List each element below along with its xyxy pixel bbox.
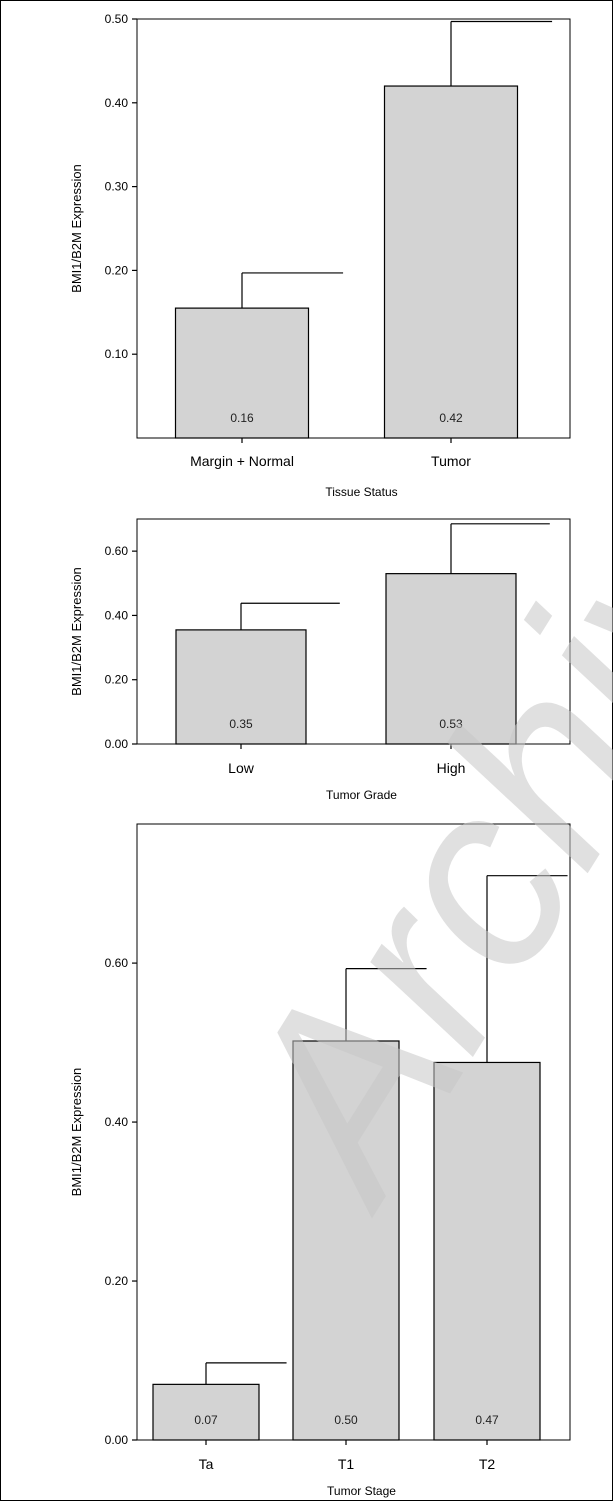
bar-t1	[292, 1040, 400, 1441]
bar-value-label: 0.35	[229, 717, 253, 731]
x-category-label: Low	[228, 760, 255, 776]
archive-watermark: Archive	[172, 348, 613, 1251]
y-tick-label: 0.60	[105, 544, 129, 558]
bar-high	[385, 573, 517, 745]
bar-value-label: 0.07	[194, 1413, 218, 1427]
y-tick-label: 0.60	[105, 956, 129, 970]
x-axis-label: Tumor Stage	[327, 1484, 396, 1498]
x-category-label: T1	[338, 1456, 355, 1472]
chart-panel-3: 0.00 0.20 0.40 0.60 0.07 Ta 0.50 T1 0.47 T2 Tumor …	[69, 823, 571, 1498]
x-axis-label: Tumor Grade	[326, 788, 397, 802]
y-axis-label: BMI1/B2M Expression	[69, 164, 84, 293]
bar-value-label: 0.53	[439, 717, 463, 731]
bar-value-label: 0.47	[475, 1413, 499, 1427]
bar-value-label: 0.16	[230, 411, 254, 425]
bar-ta	[152, 1383, 260, 1441]
x-category-label: High	[437, 760, 466, 776]
x-category-label: Margin + Normal	[190, 453, 294, 469]
chart-panel-1: 0.10 0.20 0.30 0.40 0.50 0.16 Margin + Normal 0…	[69, 12, 571, 499]
x-axis-label: Tissue Status	[325, 485, 397, 499]
bar-low	[175, 629, 307, 745]
bar-tumor	[383, 85, 519, 439]
plot-frame	[136, 18, 571, 439]
y-tick-label: 0.20	[105, 263, 129, 277]
x-category-label: T2	[479, 1456, 496, 1472]
y-tick-label: 0.10	[105, 347, 129, 361]
bar-value-label: 0.42	[439, 411, 463, 425]
y-tick-label: 0.20	[105, 1274, 129, 1288]
y-tick-label: 0.40	[105, 96, 129, 110]
y-axis-label: BMI1/B2M Expression	[69, 567, 84, 696]
x-category-label: Tumor	[431, 453, 471, 469]
y-axis-label: BMI1/B2M Expression	[69, 1068, 84, 1197]
y-tick-label: 0.00	[105, 1433, 129, 1447]
x-category-label: Ta	[199, 1456, 214, 1472]
y-tick-label: 0.40	[105, 1115, 129, 1129]
chart-panel-2: 0.00 0.20 0.40 0.60 0.35 Low 0.53 High Tumor Gra…	[69, 518, 571, 802]
plot-frame	[136, 518, 571, 745]
y-tick-label: 0.20	[105, 673, 129, 687]
y-tick-label: 0.40	[105, 608, 129, 622]
y-tick-label: 0.50	[105, 12, 129, 26]
bar-value-label: 0.50	[334, 1413, 358, 1427]
y-tick-label: 0.30	[105, 180, 129, 194]
bar-t2	[433, 1061, 541, 1441]
y-tick-label: 0.00	[105, 737, 129, 751]
